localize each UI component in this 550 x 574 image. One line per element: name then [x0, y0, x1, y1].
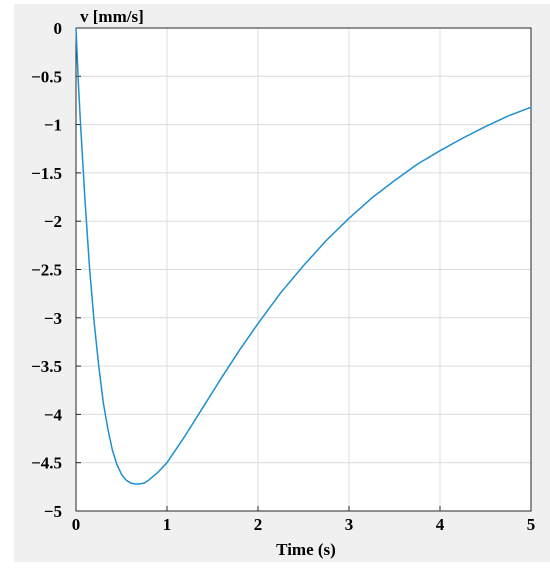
y-tick-label: −4.5	[31, 454, 62, 473]
x-axis-label: Time (s)	[276, 540, 336, 559]
x-tick-label: 0	[72, 515, 81, 534]
y-tick-label: −4	[44, 405, 63, 424]
y-tick-label: −2	[44, 212, 62, 231]
x-tick-label: 5	[527, 515, 536, 534]
y-tick-label: −3.5	[31, 357, 62, 376]
x-tick-label: 2	[254, 515, 263, 534]
y-tick-label: −5	[44, 502, 62, 521]
axis-ticks: 0 1 2 3 4 5 0 −0.5 −1 −1.5 −2 −2.5 −3 −3.5 −4 −4.5 −5	[31, 19, 535, 534]
y-tick-label: −0.5	[31, 67, 62, 86]
series-line	[75, 27, 532, 485]
y-axis-label: v [mm/s]	[80, 7, 144, 26]
y-tick-label: −3	[44, 309, 62, 328]
y-tick-label: −2.5	[31, 261, 62, 280]
y-tick-label: −1	[44, 116, 62, 135]
series-layer	[75, 27, 532, 485]
x-tick-label: 3	[345, 515, 354, 534]
x-tick-label: 4	[436, 515, 445, 534]
y-tick-label: 0	[54, 19, 63, 38]
x-tick-label: 1	[163, 515, 172, 534]
y-tick-label: −1.5	[31, 164, 62, 183]
